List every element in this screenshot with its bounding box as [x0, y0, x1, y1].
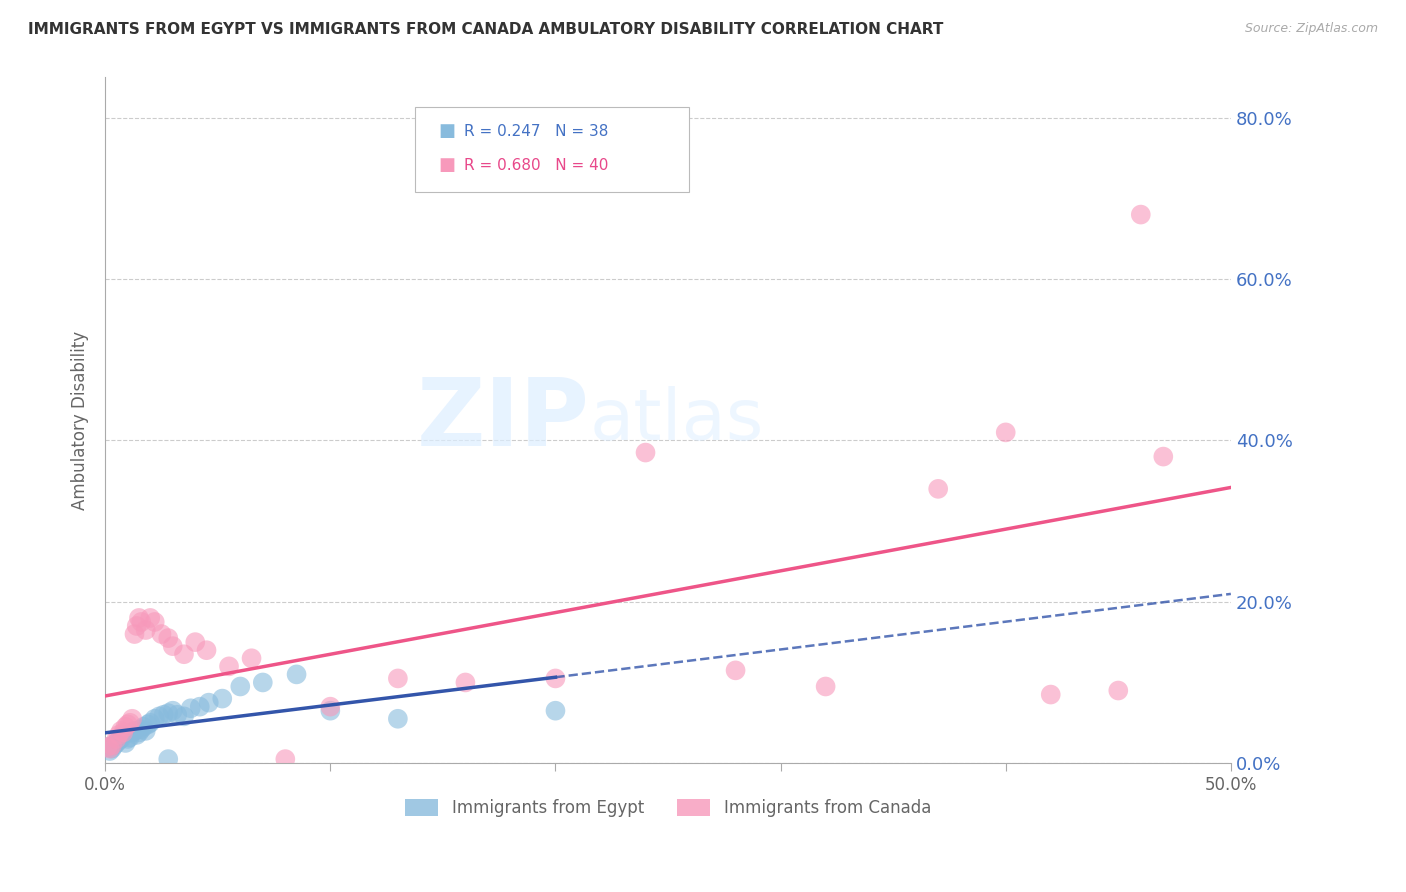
Point	[211, 691, 233, 706]
Point	[1129, 208, 1152, 222]
Point	[252, 675, 274, 690]
Point	[454, 675, 477, 690]
Point	[98, 741, 121, 756]
Point	[143, 712, 166, 726]
Point	[135, 723, 157, 738]
Point	[110, 731, 132, 746]
Point	[121, 712, 143, 726]
Point	[162, 704, 184, 718]
Text: atlas: atlas	[589, 385, 763, 455]
Point	[125, 728, 148, 742]
Point	[124, 627, 146, 641]
Text: ZIP: ZIP	[416, 375, 589, 467]
Point	[112, 728, 135, 742]
Point	[118, 715, 141, 730]
Point	[173, 709, 195, 723]
Point	[1107, 683, 1129, 698]
Point	[634, 445, 657, 459]
Point	[188, 699, 211, 714]
Point	[724, 664, 747, 678]
Point	[105, 731, 128, 746]
Y-axis label: Ambulatory Disability: Ambulatory Disability	[72, 331, 89, 510]
Point	[139, 611, 162, 625]
Point	[121, 725, 143, 739]
Point	[103, 739, 125, 753]
Point	[157, 631, 180, 645]
Text: R = 0.680   N = 40: R = 0.680 N = 40	[464, 158, 609, 172]
Point	[152, 707, 174, 722]
Point	[814, 680, 837, 694]
Point	[114, 736, 136, 750]
Point	[124, 723, 146, 738]
Point	[129, 723, 152, 737]
Point	[927, 482, 949, 496]
Text: ■: ■	[439, 156, 456, 174]
Point	[117, 731, 139, 746]
Point	[128, 725, 150, 739]
Point	[135, 623, 157, 637]
Point	[387, 712, 409, 726]
Point	[150, 627, 173, 641]
Point	[240, 651, 263, 665]
Point	[96, 739, 118, 754]
Point	[994, 425, 1017, 440]
Point	[128, 611, 150, 625]
Point	[105, 736, 128, 750]
Point	[114, 720, 136, 734]
Text: Source: ZipAtlas.com: Source: ZipAtlas.com	[1244, 22, 1378, 36]
Point	[96, 739, 118, 754]
Point	[274, 752, 297, 766]
Point	[544, 704, 567, 718]
Point	[162, 639, 184, 653]
Point	[157, 706, 180, 720]
Point	[117, 717, 139, 731]
Point	[101, 739, 124, 753]
Point	[143, 615, 166, 629]
Point	[136, 717, 159, 731]
Point	[157, 752, 180, 766]
Point	[148, 709, 170, 723]
Point	[1039, 688, 1062, 702]
Point	[139, 715, 162, 730]
Text: R = 0.247   N = 38: R = 0.247 N = 38	[464, 124, 609, 138]
Point	[107, 728, 129, 742]
Point	[98, 744, 121, 758]
Point	[129, 615, 152, 629]
Point	[285, 667, 308, 681]
Point	[197, 696, 219, 710]
Point	[387, 672, 409, 686]
Point	[132, 720, 155, 734]
Text: ■: ■	[439, 122, 456, 140]
Point	[195, 643, 218, 657]
Point	[110, 723, 132, 738]
Point	[180, 701, 202, 715]
Point	[101, 741, 124, 756]
Point	[118, 731, 141, 745]
Point	[107, 733, 129, 747]
Point	[166, 707, 188, 722]
Point	[1152, 450, 1174, 464]
Point	[112, 725, 135, 739]
Point	[173, 647, 195, 661]
Text: IMMIGRANTS FROM EGYPT VS IMMIGRANTS FROM CANADA AMBULATORY DISABILITY CORRELATIO: IMMIGRANTS FROM EGYPT VS IMMIGRANTS FROM…	[28, 22, 943, 37]
Point	[125, 619, 148, 633]
Point	[319, 699, 342, 714]
Point	[229, 680, 252, 694]
Point	[218, 659, 240, 673]
Legend: Immigrants from Egypt, Immigrants from Canada: Immigrants from Egypt, Immigrants from C…	[398, 792, 938, 823]
Point	[184, 635, 207, 649]
Point	[319, 704, 342, 718]
Point	[544, 672, 567, 686]
